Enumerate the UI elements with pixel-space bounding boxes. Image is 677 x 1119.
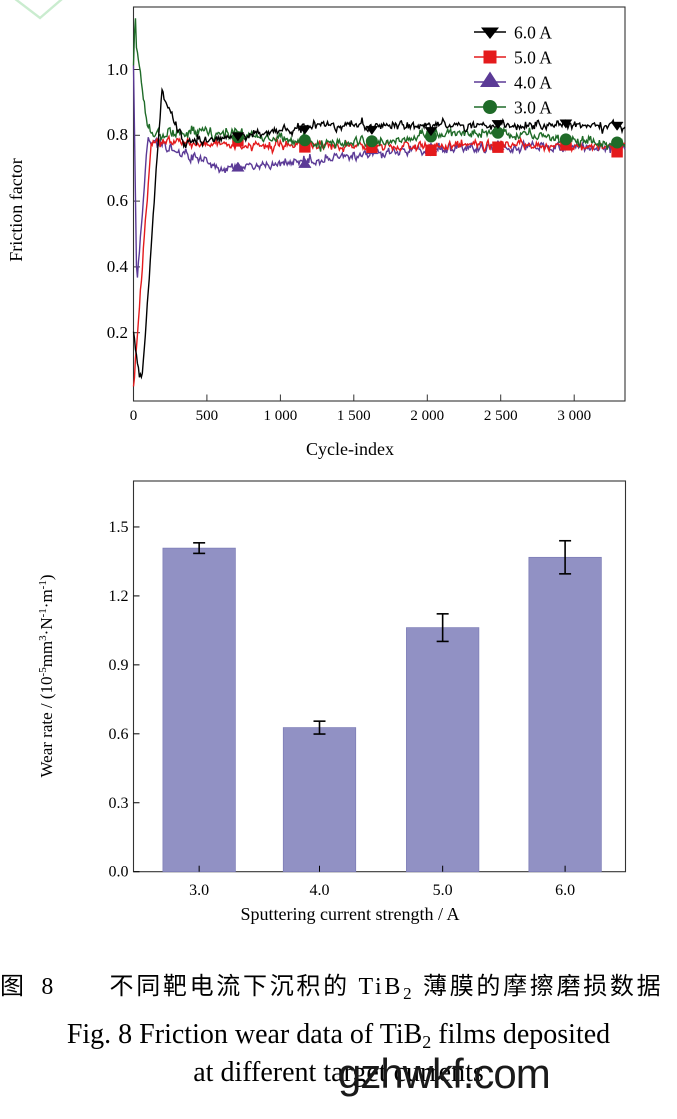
- svg-text:6.0: 6.0: [555, 882, 575, 899]
- svg-text:5.0: 5.0: [433, 882, 453, 899]
- svg-text:0.9: 0.9: [109, 657, 129, 674]
- svg-text:Sputtering current strength /: Sputtering current strength / A: [241, 904, 460, 924]
- svg-text:0.0: 0.0: [109, 864, 129, 881]
- svg-text:3.0: 3.0: [189, 882, 209, 899]
- svg-text:Wear rate / (10-5mm3·N-1·m-1): Wear rate / (10-5mm3·N-1·m-1): [37, 574, 56, 777]
- svg-text:4.0: 4.0: [310, 882, 330, 899]
- svg-text:1.5: 1.5: [109, 519, 129, 536]
- svg-text:0.6: 0.6: [109, 726, 129, 743]
- svg-text:1.2: 1.2: [109, 588, 129, 605]
- svg-text:0.3: 0.3: [109, 795, 129, 812]
